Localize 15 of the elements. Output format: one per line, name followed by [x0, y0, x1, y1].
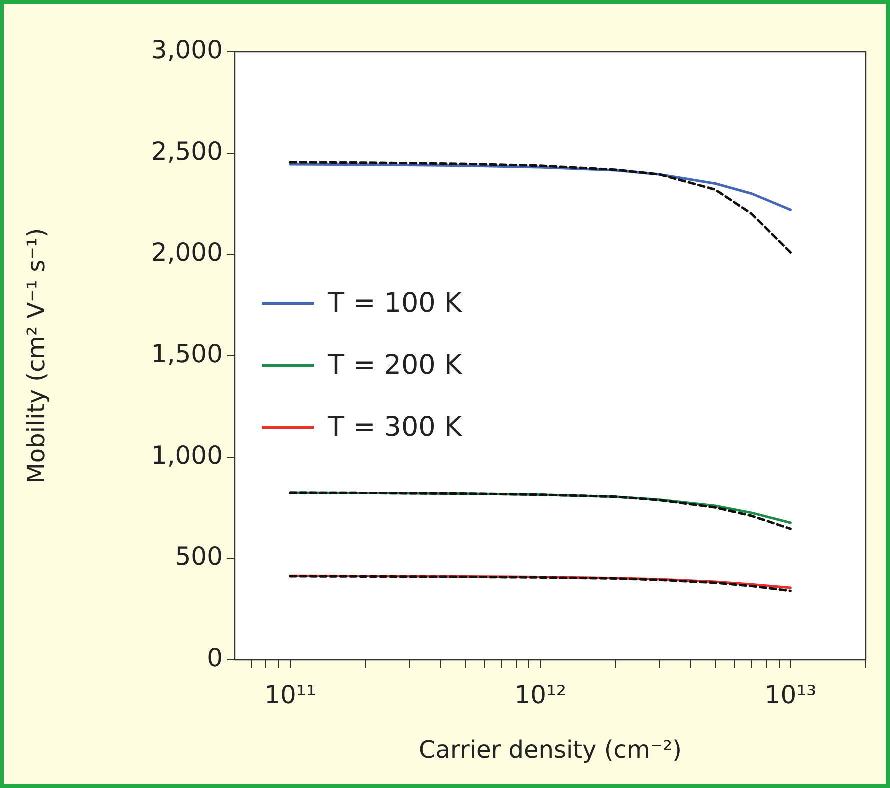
y-tick-label: 2,000 — [151, 238, 223, 268]
x-tick-label: 10¹¹ — [264, 680, 316, 710]
legend-label: T = 300 K — [328, 412, 462, 442]
y-tick-label: 0 — [207, 644, 223, 672]
x-axis-title: Carrier density (cm⁻²) — [419, 736, 682, 764]
legend-label: T = 100 K — [328, 288, 462, 318]
y-tick-label: 1,500 — [151, 340, 223, 368]
y-tick-label: 3,000 — [151, 36, 223, 64]
y-tick-label: 500 — [175, 542, 223, 572]
x-tick-label: 10¹³ — [764, 680, 817, 710]
y-axis-title: Mobility (cm² V⁻¹ s⁻¹) — [22, 228, 51, 484]
legend-label: T = 200 K — [328, 350, 462, 380]
y-tick-label: 1,000 — [151, 440, 223, 470]
y-tick-label: 2,500 — [151, 136, 223, 166]
x-tick-label: 10¹² — [514, 680, 567, 710]
